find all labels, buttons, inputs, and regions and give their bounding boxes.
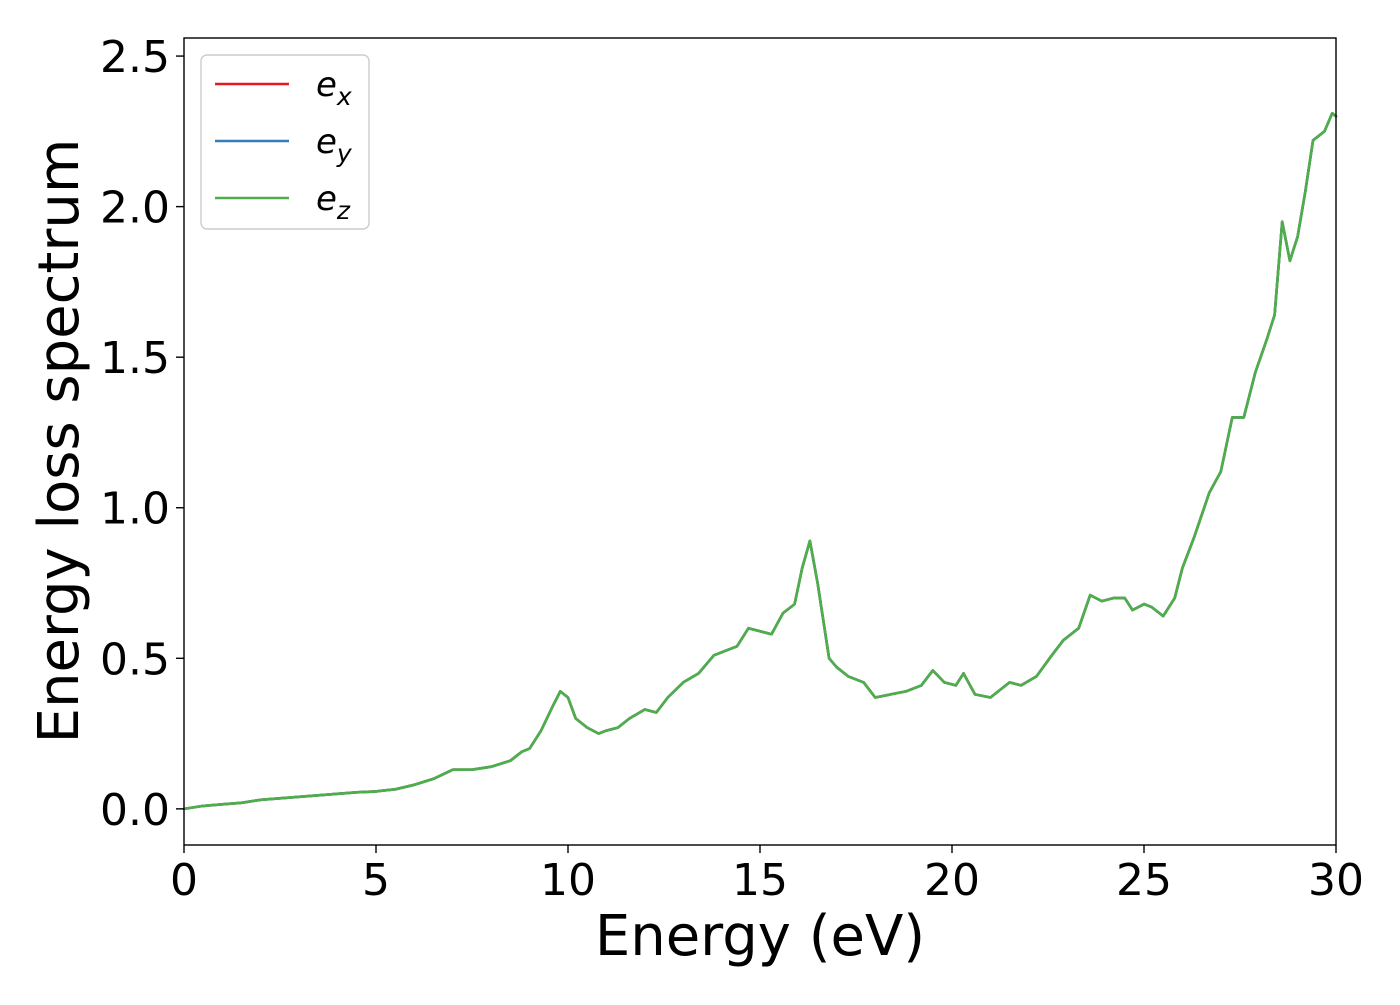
plot-area	[184, 38, 1336, 845]
y-tick-label: 1.0	[100, 484, 170, 535]
legend-label-subscript: x	[336, 82, 352, 111]
y-axis-title: Energy loss spectrum	[27, 139, 92, 744]
legend-label-base: e	[316, 179, 337, 219]
legend-label-subscript: z	[336, 196, 351, 225]
x-tick-label: 10	[540, 855, 596, 906]
x-tick-label: 15	[732, 855, 788, 906]
legend-label-ez: ez	[316, 179, 351, 225]
y-axis: 0.0 0.5 1.0 1.5 2.0 2.5	[100, 32, 184, 836]
legend-label-ey: ey	[316, 122, 353, 168]
y-tick-label: 0.0	[100, 785, 170, 836]
legend-label-base: e	[316, 122, 337, 162]
y-tick-label: 1.5	[100, 333, 170, 384]
x-axis-title: Energy (eV)	[595, 904, 925, 969]
x-tick-label: 30	[1308, 855, 1364, 906]
x-axis: 0 5 10 15 20 25 30	[170, 845, 1364, 906]
legend-label-ex: ex	[316, 65, 352, 111]
y-tick-label: 2.0	[100, 183, 170, 234]
series-line-ez	[182, 112, 1338, 811]
legend-label-subscript: y	[336, 139, 353, 168]
y-tick-label: 2.5	[100, 32, 170, 83]
y-tick-label: 0.5	[100, 634, 170, 685]
x-tick-label: 5	[362, 855, 390, 906]
series-layer	[182, 112, 1338, 811]
x-tick-label: 0	[170, 855, 198, 906]
x-tick-label: 25	[1116, 855, 1172, 906]
x-tick-label: 20	[924, 855, 980, 906]
legend-label-base: e	[316, 65, 337, 105]
